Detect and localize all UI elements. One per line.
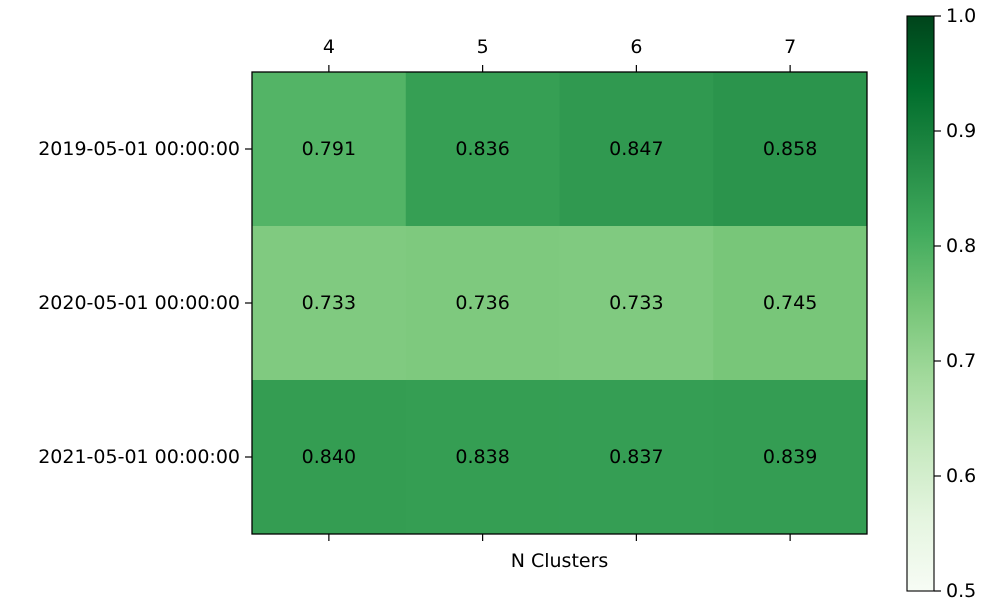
- heatmap-cell: [559, 380, 714, 535]
- colorbar-tick-label: 0.5: [946, 580, 976, 600]
- heatmap-cell: [713, 72, 868, 227]
- heatmap-cell: [559, 72, 714, 227]
- x-axis-ticks: 4 5 6 7: [323, 36, 796, 541]
- heatmap-cell-label: 0.839: [763, 446, 817, 468]
- heatmap-cell-label: 0.858: [763, 138, 817, 160]
- colorbar-tick-label: 0.9: [946, 120, 976, 142]
- heatmap-cell-label: 0.838: [455, 446, 509, 468]
- x-axis-label: N Clusters: [511, 550, 609, 572]
- x-tick-label: 4: [323, 36, 335, 58]
- heatmap-cell-label: 0.840: [302, 446, 356, 468]
- colorbar-tick-label: 0.7: [946, 350, 976, 372]
- heatmap-cell-label: 0.733: [302, 292, 356, 314]
- y-axis-ticks: 2019-05-01 00:00:00 2020-05-01 00:00:00 20…: [38, 138, 252, 468]
- heatmap-cells: [252, 72, 868, 535]
- heatmap-cell: [559, 226, 714, 381]
- heatmap-cell: [405, 226, 560, 381]
- heatmap-cell-label: 0.736: [455, 292, 509, 314]
- x-tick-label: 6: [630, 36, 642, 58]
- y-tick-label: 2019-05-01 00:00:00: [38, 138, 240, 160]
- heatmap-cell-labels: 0.791 0.836 0.847 0.858 0.733 0.736 0.733 0.745…: [302, 138, 818, 468]
- heatmap-cell: [252, 380, 407, 535]
- y-tick-label: 2020-05-01 00:00:00: [38, 292, 240, 314]
- y-tick-label: 2021-05-01 00:00:00: [38, 446, 240, 468]
- heatmap-cell-label: 0.745: [763, 292, 817, 314]
- colorbar-tick-label: 1.0: [946, 5, 976, 27]
- colorbar-ticks: 0.5 0.6 0.7 0.8 0.9 1.0: [934, 5, 976, 600]
- heatmap-cell: [405, 380, 560, 535]
- heatmap-cell-label: 0.837: [609, 446, 663, 468]
- colorbar: [906, 15, 935, 592]
- colorbar-tick-label: 0.8: [946, 235, 976, 257]
- x-tick-label: 5: [477, 36, 489, 58]
- heatmap-cell: [713, 380, 868, 535]
- heatmap-cell: [252, 72, 407, 227]
- x-tick-label: 7: [784, 36, 796, 58]
- heatmap-cell-label: 0.791: [302, 138, 356, 160]
- heatmap-cell: [713, 226, 868, 381]
- heatmap-cell-label: 0.847: [609, 138, 663, 160]
- heatmap-cell: [252, 226, 407, 381]
- colorbar-tick-label: 0.6: [946, 465, 976, 487]
- heatmap-cell: [405, 72, 560, 227]
- heatmap-cell-label: 0.733: [609, 292, 663, 314]
- heatmap-cell-label: 0.836: [455, 138, 509, 160]
